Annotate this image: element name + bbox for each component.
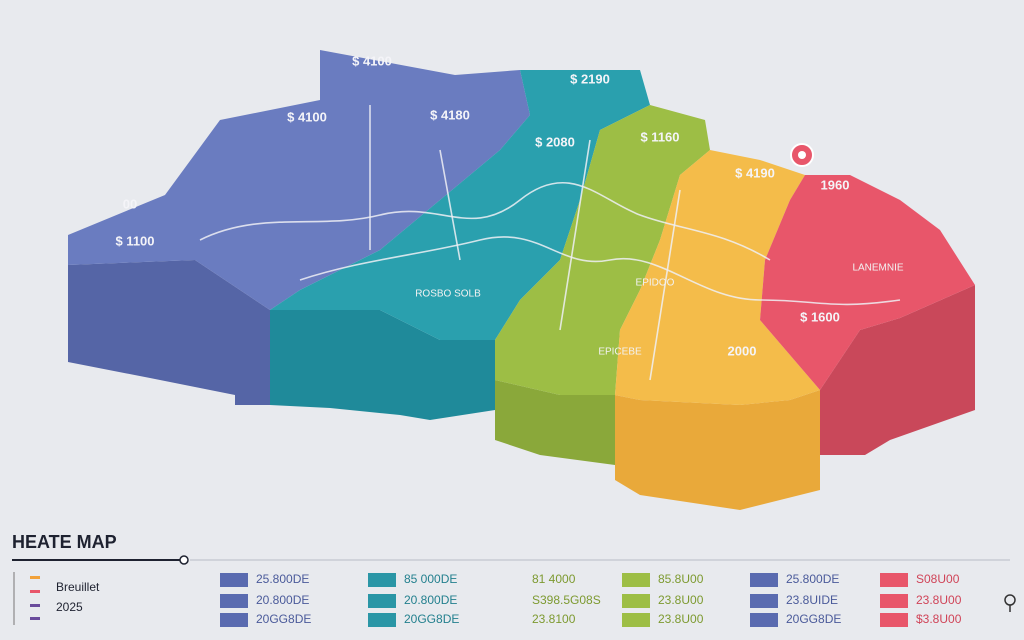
- legend-swatch: [880, 573, 908, 587]
- teal-region: [270, 70, 650, 340]
- legend-label: 23.8U00: [916, 593, 962, 607]
- legend-swatch: [750, 613, 778, 627]
- bullet: [30, 576, 40, 579]
- legend-label: 85.8U00: [658, 572, 704, 586]
- region-label: 1960: [821, 177, 850, 192]
- legend-label: S398.5G08S: [532, 593, 601, 607]
- legend-label: $3.8U00: [916, 612, 962, 626]
- blue-region: [68, 50, 530, 310]
- legend-swatch: [220, 613, 248, 627]
- legend-label: 20.800DE: [256, 593, 309, 607]
- region-label: $ 4100: [352, 53, 392, 68]
- road: [369, 105, 681, 381]
- region-label: $ 2080: [535, 134, 575, 149]
- blue-side: [68, 260, 270, 405]
- legend-year: 2025: [56, 600, 83, 614]
- legend-swatch: [750, 594, 778, 608]
- bullet: [30, 604, 40, 607]
- legend-swatch: [750, 573, 778, 587]
- district-label: EPICEBE: [598, 347, 642, 358]
- legend-swatch: [880, 594, 908, 608]
- bullet: [30, 617, 40, 620]
- legend-label: 23.8UIDE: [786, 593, 838, 607]
- teal-side: [270, 310, 495, 420]
- region-label: $ 1600: [800, 309, 840, 324]
- red-side: [820, 285, 975, 455]
- region-label: 2000: [728, 343, 757, 358]
- yellow-side: [615, 390, 820, 510]
- legend-label: 20GG8DE: [256, 612, 311, 626]
- region-label: $ 4190: [735, 165, 775, 180]
- region-label: $ 1100: [115, 233, 154, 248]
- region-label: 00: [123, 196, 137, 211]
- legend-swatch: [622, 573, 650, 587]
- legend-swatch: [368, 573, 396, 587]
- district-label: LANEMNIE: [852, 263, 903, 274]
- region-label: $ 2190: [570, 71, 610, 86]
- legend-swatch: [622, 613, 650, 627]
- legend-label: 23.8100: [532, 612, 576, 626]
- region-label: $ 4180: [430, 107, 470, 122]
- legend-label: 85 000DE: [404, 572, 457, 586]
- road: [299, 236, 901, 306]
- road: [199, 181, 771, 261]
- red-region: [760, 175, 975, 390]
- legend-title: HEATE MAP: [12, 532, 117, 552]
- legend-label: 20GG8DE: [786, 612, 841, 626]
- green-region: [495, 105, 710, 395]
- map: $ 4100 $ 2190 $ 4100 $ 4180 $ 1160 $ 208…: [68, 50, 975, 510]
- legend-label: 25.800DE: [256, 572, 309, 586]
- map-pin: [790, 143, 814, 167]
- legend-label: 23.8U00: [658, 593, 704, 607]
- region-label: $ 1160: [640, 129, 679, 144]
- region-label: $ 4100: [287, 109, 327, 124]
- legend-label: 25.800DE: [786, 572, 839, 586]
- bullet: [30, 590, 40, 593]
- legend-swatch: [880, 613, 908, 627]
- yellow-region: [615, 150, 820, 405]
- district-label: EPIDOO: [636, 278, 675, 289]
- legend-label: 20.800DE: [404, 593, 457, 607]
- district-label: ROSBO SOLB: [415, 289, 481, 300]
- legend-swatch: [220, 594, 248, 608]
- green-side: [495, 380, 615, 465]
- legend-label: 20GG8DE: [404, 612, 459, 626]
- legend-label: S08U00: [916, 572, 960, 586]
- map-labels: $ 4100 $ 2190 $ 4100 $ 4180 $ 1160 $ 208…: [115, 53, 903, 358]
- legend-swatch: [220, 573, 248, 587]
- legend-label: 23.8U00: [658, 612, 704, 626]
- legend-swatch: [368, 594, 396, 608]
- legend-label: 81 4000: [532, 572, 576, 586]
- legend: HEATE MAP Breuillet 2025 25.800DE 20.800D…: [12, 532, 1016, 627]
- legend-place: Breuillet: [56, 580, 100, 594]
- legend-swatch: [368, 613, 396, 627]
- divider-dot: [179, 555, 189, 565]
- legend-swatch: [622, 594, 650, 608]
